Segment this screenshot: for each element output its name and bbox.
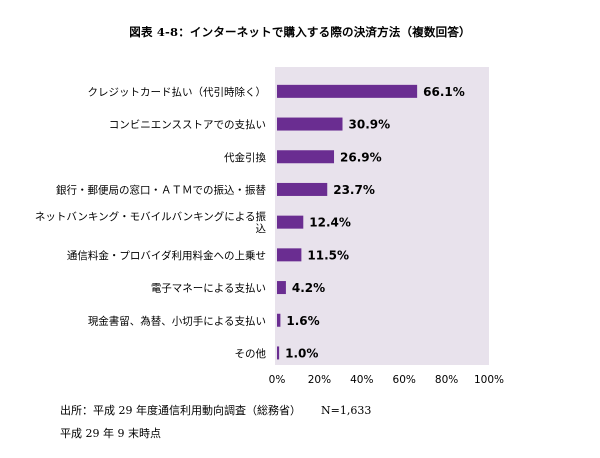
x-tick-label-5: 80% — [435, 374, 458, 386]
bar-4 — [277, 182, 328, 196]
category-label-7: 電子マネーによる支払い — [151, 282, 266, 295]
x-axis-ticks: 0% 20% 40% 60% 80% 100% — [269, 374, 504, 386]
bar-8 — [277, 313, 281, 327]
x-tick-label-4: 60% — [393, 374, 416, 386]
plot-area — [275, 67, 489, 365]
labels-layer: 66.1% クレジットカード払い（代引時除く） 30.9% コンビニエンスストアでの支… — [35, 85, 465, 361]
x-tick-label-1: 0% — [269, 374, 286, 386]
x-tick-label-6: 100% — [474, 374, 504, 386]
value-label-6: 11.5% — [307, 248, 349, 262]
source-text: 出所：平成 29 年度通信利用動向調査（総務省） — [60, 404, 301, 417]
bar-1 — [277, 84, 418, 98]
x-tick-label-2: 20% — [308, 374, 331, 386]
value-label-5: 12.4% — [309, 216, 351, 230]
bar-3 — [277, 150, 335, 164]
category-label-1: クレジットカード払い（代引時除く） — [88, 85, 267, 98]
sample-size: N=1,633 — [321, 404, 372, 417]
source-note: 出所：平成 29 年度通信利用動向調査（総務省） N=1,633 — [60, 402, 371, 418]
bars-layer — [277, 84, 418, 360]
x-tick-label-3: 40% — [350, 374, 373, 386]
category-label-5: ネットバンキング・モバイルバンキングによる振込 — [35, 210, 267, 235]
value-label-9: 1.0% — [285, 346, 318, 360]
date-note: 平成 29 年 9 末時点 — [60, 427, 161, 440]
bar-2 — [277, 117, 343, 131]
category-label-9: その他 — [235, 347, 267, 360]
value-label-4: 23.7% — [333, 183, 375, 197]
value-label-3: 26.9% — [340, 150, 382, 164]
bar-5 — [277, 215, 304, 229]
bar-7 — [277, 281, 286, 295]
category-label-3: 代金引換 — [224, 151, 266, 164]
category-label-6: 通信料金・プロバイダ利用料金への上乗せ — [67, 249, 266, 262]
chart-title: 図表 4-8：インターネットで購入する際の決済方法（複数回答） — [129, 25, 471, 39]
bar-9 — [277, 346, 280, 360]
value-label-2: 30.9% — [349, 118, 391, 132]
category-label-8: 現金書留、為替、小切手による支払い — [88, 314, 266, 327]
value-label-7: 4.2% — [292, 281, 325, 295]
value-label-1: 66.1% — [423, 85, 465, 99]
bar-6 — [277, 248, 302, 262]
category-label-2: コンビニエンスストアでの支払い — [109, 118, 266, 131]
value-label-8: 1.6% — [286, 314, 319, 328]
category-label-4: 銀行・郵便局の窓口・ＡＴＭでの振込・振替 — [56, 183, 266, 196]
